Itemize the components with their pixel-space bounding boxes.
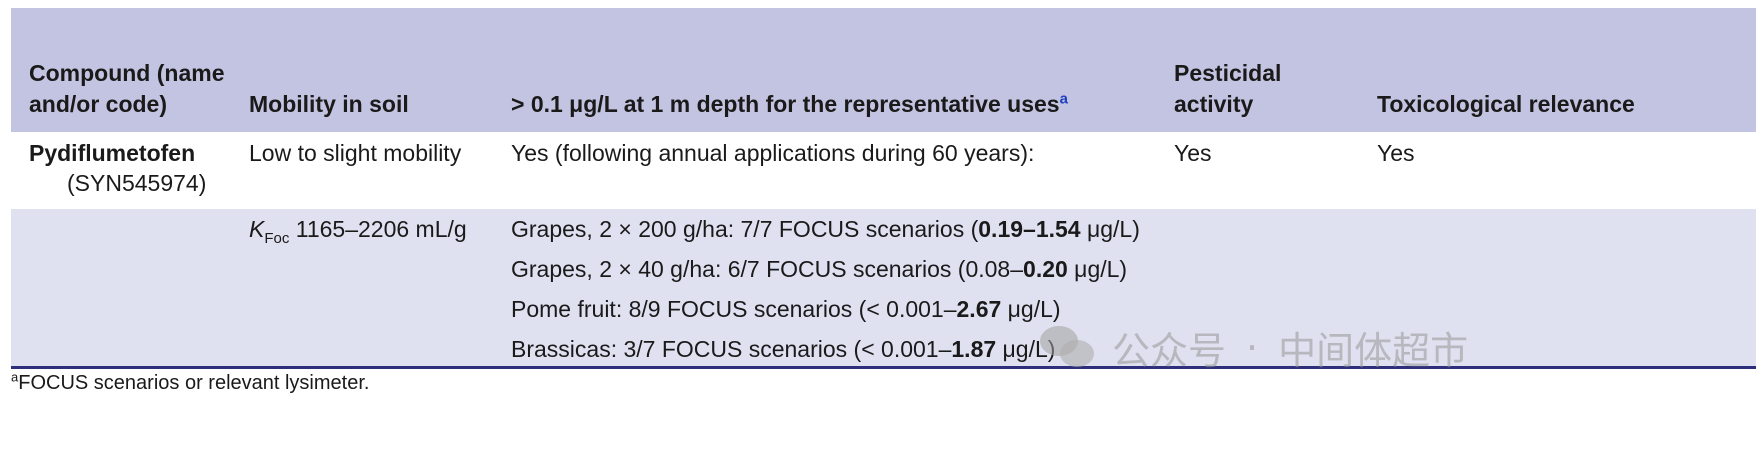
header-groundwater-text: > 0.1 μg/L at 1 m depth for the represen… [511,91,1060,117]
scenarios-cell: Grapes, 2 × 200 g/ha: 7/7 FOCUS scenario… [493,209,1156,366]
koc-subscript: Foc [264,230,290,247]
watermark-separator: · [1246,325,1259,370]
scenario-line: Pome fruit: 8/9 FOCUS scenarios (< 0.001… [511,289,1156,329]
watermark: 公众号 · 中间体超市 [1040,320,1468,375]
scenario-unit: μg/L) [1080,216,1140,242]
koc-value: 1165–2206 mL/g [289,216,467,242]
table-row: KFoc 1165–2206 mL/g Grapes, 2 × 200 g/ha… [11,209,1756,369]
scenario-value: 0.20 [1023,256,1068,282]
scenario-unit: μg/L) [1001,296,1061,322]
scenario-value: 2.67 [956,296,1002,322]
compound-code: (SYN545974) [67,170,207,196]
compound-name: Pydiflumetofen [29,140,196,166]
footnote-mark: a [11,369,19,385]
wechat-icon [1040,325,1096,370]
koc-cell: KFoc 1165–2206 mL/g [231,209,493,366]
scenario-value: 0.19–1.54 [978,216,1081,242]
compound-cell: Pydiflumetofen (SYN545974) [11,132,231,209]
header-mobility: Mobility in soil [249,91,409,117]
scenario-text: Brassicas: 3/7 FOCUS scenarios (< 0.001– [511,336,952,362]
scenario-text: Pome fruit: 8/9 FOCUS scenarios (< 0.001… [511,296,957,322]
header-pesticidal-activity: Pesticidal activity [1174,60,1282,117]
header-compound: Compound (name and/or code) [29,60,225,117]
footnote-mark: a [1059,90,1068,108]
empty-cell [11,209,231,366]
watermark-left: 公众号 [1112,329,1227,373]
watermark-right: 中间体超市 [1278,329,1469,373]
data-table: Compound (name and/or code) Mobility in … [11,8,1756,369]
pesticidal-activity-cell: Yes [1174,140,1212,166]
scenario-value: 1.87 [951,336,997,362]
footnote-text: FOCUS scenarios or relevant lysimeter. [18,372,370,394]
scenario-line: Grapes, 2 × 200 g/ha: 7/7 FOCUS scenario… [511,209,1156,249]
scenario-line: Brassicas: 3/7 FOCUS scenarios (< 0.001–… [511,329,1156,369]
groundwater-cell: Yes (following annual applications durin… [511,140,1035,166]
table-header: Compound (name and/or code) Mobility in … [11,8,1756,132]
koc-symbol: K [249,216,265,242]
scenario-line: Grapes, 2 × 40 g/ha: 6/7 FOCUS scenarios… [511,249,1156,289]
header-toxicological-relevance: Toxicological relevance [1377,91,1635,117]
toxicological-relevance-cell: Yes [1377,140,1415,166]
table-footnote: aFOCUS scenarios or relevant lysimeter. [11,369,370,395]
scenario-unit: μg/L) [1067,256,1128,282]
table-row: Pydiflumetofen (SYN545974) Low to slight… [11,132,1756,209]
header-groundwater: > 0.1 μg/L at 1 m depth for the represen… [493,89,1156,132]
mobility-cell: Low to slight mobility [249,140,462,166]
scenario-text: Grapes, 2 × 200 g/ha: 7/7 FOCUS scenario… [511,216,979,242]
scenario-text: Grapes, 2 × 40 g/ha: 6/7 FOCUS scenarios… [511,256,1024,282]
